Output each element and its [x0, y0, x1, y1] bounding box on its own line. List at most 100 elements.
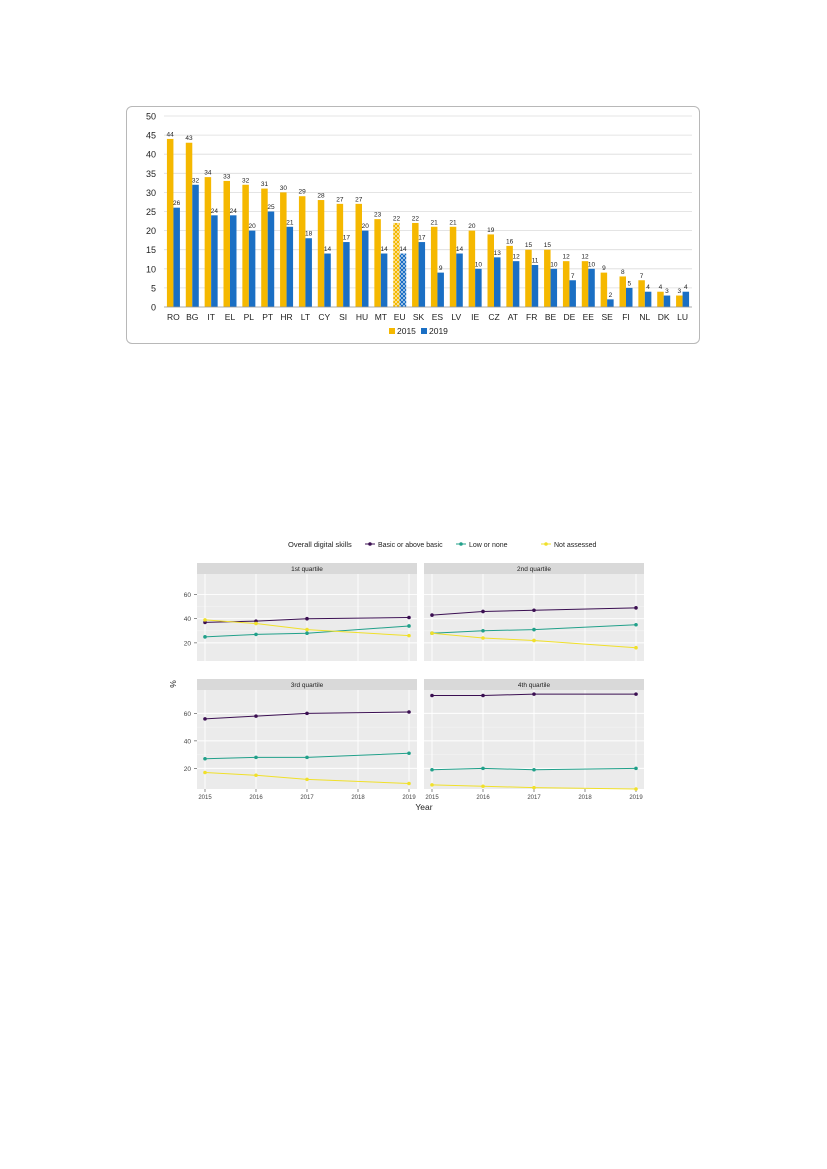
x-tick-label: EL	[225, 312, 236, 322]
series-line-2	[204, 772, 410, 784]
data-point	[305, 616, 309, 621]
y-tick-label: 20	[146, 226, 156, 236]
bar-2015	[223, 180, 230, 307]
data-point	[407, 710, 411, 714]
bar-value-label: 21	[286, 219, 294, 226]
bar-value-label: 7	[571, 273, 575, 280]
bar-value-label: 20	[468, 223, 476, 230]
x-tick-label: SE	[601, 312, 613, 322]
bar-value-label: 14	[380, 246, 388, 253]
bar-value-label: 12	[512, 254, 520, 261]
series-line-0	[204, 711, 410, 720]
data-point	[203, 635, 207, 639]
data-point	[407, 624, 411, 628]
data-point	[430, 613, 434, 617]
bar-2019	[682, 291, 690, 307]
bar-value-label: 33	[223, 173, 231, 180]
bar-2019	[418, 242, 426, 307]
bar-value-label: 23	[374, 212, 382, 219]
bar-value-label: 24	[230, 208, 238, 215]
y-tick-label: 15	[146, 245, 156, 255]
bar-2015	[544, 249, 551, 307]
bar-2015	[204, 177, 212, 307]
y-tick-label: 40	[184, 616, 192, 623]
data-point	[430, 631, 434, 636]
data-point	[481, 766, 485, 771]
data-point	[430, 783, 434, 787]
data-point	[532, 692, 536, 696]
legend-marker-2	[544, 542, 548, 546]
legend-marker-0	[368, 542, 372, 546]
bar-value-label: 15	[525, 242, 533, 249]
x-tick-label: EU	[394, 312, 406, 322]
x-tick-label: LV	[451, 312, 461, 322]
bar-2015	[412, 222, 419, 307]
series-line-1	[204, 625, 410, 638]
x-tick-label: DE	[564, 312, 576, 322]
bar-2015	[355, 203, 362, 307]
bar-2019	[380, 253, 388, 307]
bar-2019	[192, 184, 199, 307]
bar-value-label: 22	[393, 215, 401, 222]
data-point	[481, 693, 485, 698]
bar-value-label: 9	[439, 265, 443, 272]
x-tick-label: 2015	[198, 795, 212, 801]
bar-value-label: 2	[609, 292, 613, 299]
y-tick-label: 40	[184, 738, 192, 745]
facet-strip	[424, 679, 644, 690]
x-tick-label: RO	[167, 312, 180, 322]
x-tick-label: MT	[375, 312, 387, 322]
bar-2019	[399, 253, 407, 307]
y-tick-label: 40	[146, 150, 156, 160]
x-tick-label: NL	[639, 312, 650, 322]
bar-2015	[562, 261, 570, 307]
line-chart: Overall digital skills Basic or above bas…	[168, 540, 644, 812]
x-tick-label: FI	[622, 312, 630, 322]
bar-value-label: 18	[305, 231, 313, 238]
data-point	[254, 632, 258, 637]
bar-value-label: 20	[248, 223, 256, 230]
data-point	[407, 615, 411, 620]
bar-chart-frame: 0 5 10 15 20 25 30 35 40 45 50 44 26 RO 43 32 BG 34 24 IT 33…	[126, 106, 700, 344]
bar-value-label: 25	[267, 204, 275, 211]
bar-value-label: 16	[506, 238, 514, 245]
bar-2019	[305, 238, 312, 307]
bar-2019	[362, 230, 369, 307]
x-tick-label: 2016	[249, 795, 263, 801]
x-tick-label: SI	[339, 312, 347, 322]
facet-strip	[197, 563, 417, 574]
bar-value-label: 32	[242, 177, 250, 184]
y-tick-label: 25	[146, 207, 156, 217]
bar-value-label: 28	[317, 193, 325, 200]
legend-label-2: Not assessed	[554, 542, 597, 549]
y-tick-label: 45	[146, 131, 156, 141]
x-tick-label: CZ	[488, 312, 499, 322]
data-point	[254, 621, 258, 626]
bar-2019	[230, 215, 237, 307]
legend-title: Overall digital skills	[288, 540, 352, 549]
bar-value-label: 14	[399, 246, 407, 253]
bar-value-label: 12	[563, 254, 571, 261]
bar-2015	[525, 249, 532, 307]
bar-2015	[619, 276, 626, 307]
data-point	[481, 636, 485, 640]
bar-value-label: 27	[336, 196, 344, 203]
bar-2019	[626, 287, 633, 307]
bar-2019	[607, 299, 614, 307]
x-tick-label: HR	[280, 312, 292, 322]
x-tick-label: EE	[583, 312, 595, 322]
bar-value-label: 21	[431, 219, 439, 226]
bar-2015	[261, 188, 268, 307]
bar-value-label: 3	[665, 288, 669, 295]
bar-value-label: 4	[684, 284, 688, 291]
legend-marker-1	[459, 542, 463, 546]
y-tick-label: 60	[184, 711, 192, 718]
bar-value-label: 17	[418, 235, 426, 242]
data-point	[203, 717, 207, 721]
bar-value-label: 5	[627, 280, 631, 287]
x-tick-label: 2019	[629, 795, 643, 801]
bar-2015	[600, 272, 608, 307]
series-line-0	[432, 693, 636, 696]
x-tick-label: IE	[471, 312, 479, 322]
data-point	[305, 631, 309, 636]
